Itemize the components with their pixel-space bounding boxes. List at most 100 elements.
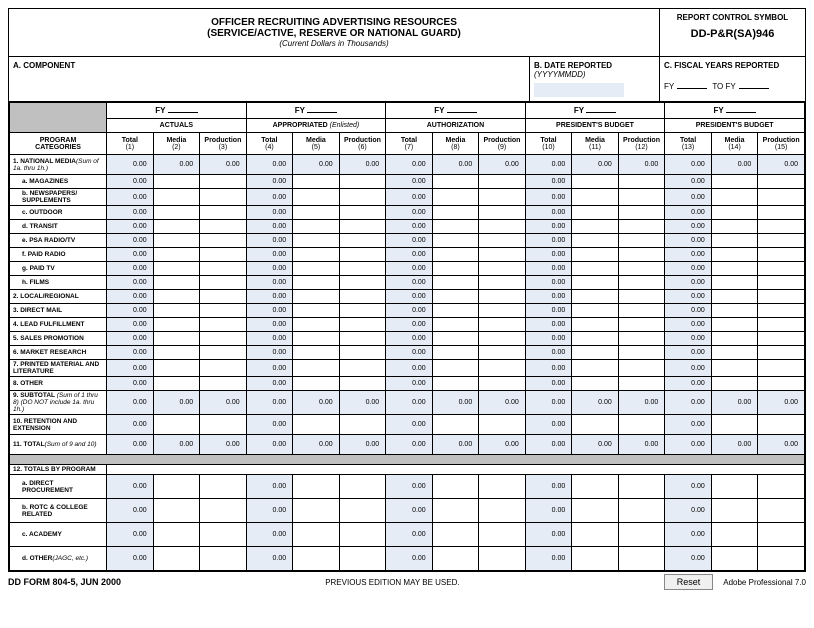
cell-9-12[interactable]: 0.00 (665, 290, 712, 304)
cell-5-3[interactable]: 0.00 (246, 234, 293, 248)
cell-11-0[interactable]: 0.00 (107, 318, 154, 332)
cell-4-3[interactable]: 0.00 (246, 220, 293, 234)
cell-17-12[interactable]: 0.00 (665, 415, 712, 435)
cell-3-9[interactable]: 0.00 (525, 206, 572, 220)
cell-5-12[interactable]: 0.00 (665, 234, 712, 248)
cell-10-6[interactable]: 0.00 (386, 304, 433, 318)
cell-9-3[interactable]: 0.00 (246, 290, 293, 304)
cell-0-13[interactable]: 0.00 (711, 155, 758, 175)
cell-21-6[interactable]: 0.00 (386, 475, 433, 499)
cell-4-12[interactable]: 0.00 (665, 220, 712, 234)
cell-16-7[interactable]: 0.00 (432, 391, 479, 415)
cell-16-1[interactable]: 0.00 (153, 391, 200, 415)
cell-16-4[interactable]: 0.00 (293, 391, 340, 415)
cell-18-4[interactable]: 0.00 (293, 435, 340, 455)
cell-0-7[interactable]: 0.00 (432, 155, 479, 175)
cell-10-12[interactable]: 0.00 (665, 304, 712, 318)
cell-0-8[interactable]: 0.00 (479, 155, 526, 175)
cell-6-12[interactable]: 0.00 (665, 248, 712, 262)
cell-12-0[interactable]: 0.00 (107, 332, 154, 346)
cell-6-3[interactable]: 0.00 (246, 248, 293, 262)
cell-3-0[interactable]: 0.00 (107, 206, 154, 220)
cell-6-0[interactable]: 0.00 (107, 248, 154, 262)
cell-18-7[interactable]: 0.00 (432, 435, 479, 455)
cell-4-9[interactable]: 0.00 (525, 220, 572, 234)
cell-16-3[interactable]: 0.00 (246, 391, 293, 415)
cell-15-12[interactable]: 0.00 (665, 377, 712, 391)
cell-12-12[interactable]: 0.00 (665, 332, 712, 346)
cell-14-0[interactable]: 0.00 (107, 360, 154, 377)
cell-13-12[interactable]: 0.00 (665, 346, 712, 360)
cell-4-6[interactable]: 0.00 (386, 220, 433, 234)
cell-6-9[interactable]: 0.00 (525, 248, 572, 262)
cell-8-3[interactable]: 0.00 (246, 276, 293, 290)
cell-0-0[interactable]: 0.00 (107, 155, 154, 175)
cell-2-3[interactable]: 0.00 (246, 189, 293, 206)
cell-17-6[interactable]: 0.00 (386, 415, 433, 435)
cell-23-12[interactable]: 0.00 (665, 523, 712, 547)
cell-15-6[interactable]: 0.00 (386, 377, 433, 391)
cell-18-3[interactable]: 0.00 (246, 435, 293, 455)
cell-0-14[interactable]: 0.00 (758, 155, 805, 175)
cell-16-14[interactable]: 0.00 (758, 391, 805, 415)
cell-11-12[interactable]: 0.00 (665, 318, 712, 332)
cell-10-3[interactable]: 0.00 (246, 304, 293, 318)
cell-5-9[interactable]: 0.00 (525, 234, 572, 248)
cell-0-2[interactable]: 0.00 (200, 155, 247, 175)
cell-16-6[interactable]: 0.00 (386, 391, 433, 415)
cell-0-10[interactable]: 0.00 (572, 155, 619, 175)
cell-17-0[interactable]: 0.00 (107, 415, 154, 435)
cell-12-9[interactable]: 0.00 (525, 332, 572, 346)
cell-23-0[interactable]: 0.00 (107, 523, 154, 547)
cell-9-6[interactable]: 0.00 (386, 290, 433, 304)
cell-9-0[interactable]: 0.00 (107, 290, 154, 304)
cell-16-13[interactable]: 0.00 (711, 391, 758, 415)
cell-7-6[interactable]: 0.00 (386, 262, 433, 276)
cell-21-12[interactable]: 0.00 (665, 475, 712, 499)
cell-6-6[interactable]: 0.00 (386, 248, 433, 262)
cell-14-12[interactable]: 0.00 (665, 360, 712, 377)
cell-22-0[interactable]: 0.00 (107, 499, 154, 523)
cell-8-9[interactable]: 0.00 (525, 276, 572, 290)
cell-9-9[interactable]: 0.00 (525, 290, 572, 304)
cell-12-6[interactable]: 0.00 (386, 332, 433, 346)
cell-1-6[interactable]: 0.00 (386, 175, 433, 189)
cell-12-3[interactable]: 0.00 (246, 332, 293, 346)
cell-7-0[interactable]: 0.00 (107, 262, 154, 276)
cell-15-3[interactable]: 0.00 (246, 377, 293, 391)
cell-1-9[interactable]: 0.00 (525, 175, 572, 189)
cell-8-12[interactable]: 0.00 (665, 276, 712, 290)
cell-18-11[interactable]: 0.00 (618, 435, 665, 455)
cell-24-12[interactable]: 0.00 (665, 547, 712, 571)
cell-0-1[interactable]: 0.00 (153, 155, 200, 175)
cell-16-2[interactable]: 0.00 (200, 391, 247, 415)
cell-18-10[interactable]: 0.00 (572, 435, 619, 455)
cell-16-10[interactable]: 0.00 (572, 391, 619, 415)
cell-15-9[interactable]: 0.00 (525, 377, 572, 391)
cell-3-6[interactable]: 0.00 (386, 206, 433, 220)
cell-14-6[interactable]: 0.00 (386, 360, 433, 377)
fy-from-blank[interactable] (677, 88, 707, 89)
cell-13-6[interactable]: 0.00 (386, 346, 433, 360)
cell-22-9[interactable]: 0.00 (525, 499, 572, 523)
cell-13-3[interactable]: 0.00 (246, 346, 293, 360)
cell-18-14[interactable]: 0.00 (758, 435, 805, 455)
cell-16-11[interactable]: 0.00 (618, 391, 665, 415)
cell-22-12[interactable]: 0.00 (665, 499, 712, 523)
cell-2-6[interactable]: 0.00 (386, 189, 433, 206)
cell-0-12[interactable]: 0.00 (665, 155, 712, 175)
cell-18-5[interactable]: 0.00 (339, 435, 386, 455)
cell-0-6[interactable]: 0.00 (386, 155, 433, 175)
cell-16-8[interactable]: 0.00 (479, 391, 526, 415)
cell-10-0[interactable]: 0.00 (107, 304, 154, 318)
cell-18-13[interactable]: 0.00 (711, 435, 758, 455)
cell-14-9[interactable]: 0.00 (525, 360, 572, 377)
cell-0-9[interactable]: 0.00 (525, 155, 572, 175)
cell-11-3[interactable]: 0.00 (246, 318, 293, 332)
cell-18-2[interactable]: 0.00 (200, 435, 247, 455)
cell-18-9[interactable]: 0.00 (525, 435, 572, 455)
cell-1-3[interactable]: 0.00 (246, 175, 293, 189)
cell-10-9[interactable]: 0.00 (525, 304, 572, 318)
cell-21-3[interactable]: 0.00 (246, 475, 293, 499)
cell-15-0[interactable]: 0.00 (107, 377, 154, 391)
